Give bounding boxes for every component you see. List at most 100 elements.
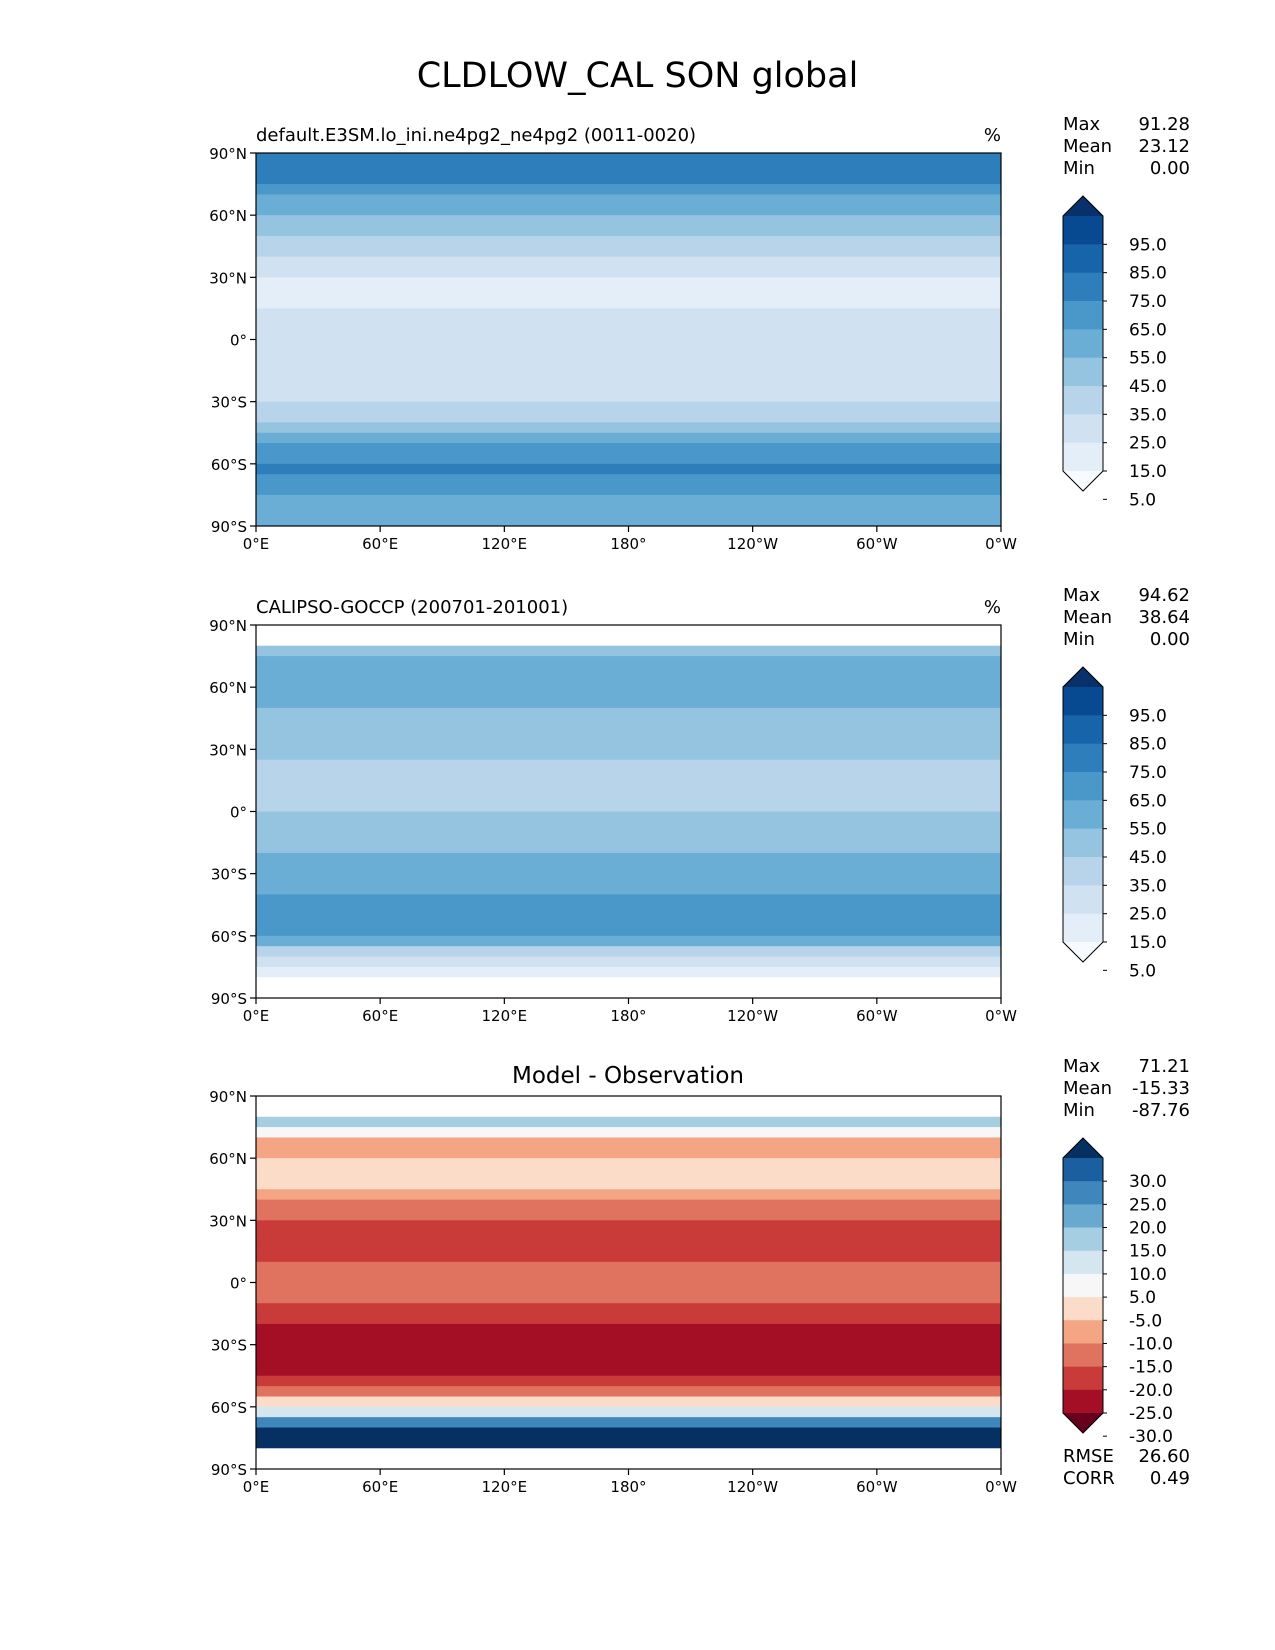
difference-colorbar-tick-label: 25.0	[1129, 1195, 1167, 1215]
observation-colorbar-tick-label: 75.0	[1129, 763, 1167, 783]
observation-field-band	[256, 863, 1001, 875]
observation-stat-label: Min	[1063, 629, 1095, 650]
difference-metrics: RMSE 26.60 CORR 0.49	[1063, 1446, 1190, 1489]
model-stat-value: 91.28	[1138, 114, 1190, 135]
model-field-band	[256, 505, 1001, 517]
observation-field-band	[256, 894, 1001, 906]
model-stat-value: 23.12	[1138, 136, 1190, 157]
difference-panel: Model - Observation 90°N 60°N 30°N 0° 30°S 60…	[209, 1056, 1190, 1496]
difference-colorbar-tick-label: -5.0	[1129, 1311, 1162, 1331]
observation-colorbar: 95.0 85.0 75.0 65.0 55.0 45.0 35.0 25.0 15.0 5.0	[1062, 666, 1167, 981]
difference-stat-value: -15.33	[1132, 1078, 1190, 1099]
difference-field-band	[256, 1292, 1001, 1304]
difference-stats: Max 71.21 Mean -15.33 Min -87.76	[1063, 1056, 1190, 1121]
difference-field-band	[256, 1427, 1001, 1439]
difference-field-band	[256, 1365, 1001, 1377]
difference-metric-label: CORR	[1063, 1468, 1115, 1489]
model-field-band	[256, 484, 1001, 496]
observation-panel: CALIPSO-GOCCP (200701-201001) % 90°N 60°N…	[209, 585, 1190, 1025]
model-field-band	[256, 463, 1001, 475]
model-colorbar-segment	[1063, 329, 1103, 359]
difference-y-tick-label: 90°S	[211, 1461, 247, 1479]
model-field-band	[256, 225, 1001, 237]
model-x-tick-label: 60°E	[362, 535, 398, 553]
difference-field-band	[256, 1272, 1001, 1284]
observation-field-band	[256, 852, 1001, 864]
observation-field-band	[256, 780, 1001, 792]
model-x-tick-label: 60°W	[856, 535, 898, 553]
difference-metric-value: 0.49	[1150, 1468, 1190, 1489]
difference-colorbar-segment	[1063, 1158, 1103, 1182]
model-stats: Max 91.28 Mean 23.12 Min 0.00	[1063, 114, 1190, 179]
observation-y-tick-label: 60°N	[209, 679, 247, 697]
model-field-band	[256, 287, 1001, 299]
model-units-label: %	[984, 125, 1001, 146]
model-field-band	[256, 266, 1001, 278]
difference-field	[256, 1096, 1001, 1469]
difference-x-tick-label: 0°E	[243, 1478, 270, 1496]
observation-field-band	[256, 790, 1001, 802]
observation-stat-value: 38.64	[1138, 607, 1190, 628]
model-field-band	[256, 401, 1001, 413]
model-x-tick-label: 180°	[610, 535, 646, 553]
difference-colorbar-tick-label: -10.0	[1129, 1334, 1173, 1354]
difference-field-band	[256, 1209, 1001, 1221]
observation-colorbar-tick-label: 55.0	[1129, 820, 1167, 840]
model-field-band	[256, 391, 1001, 403]
difference-field-band	[256, 1199, 1001, 1211]
model-y-tick-label: 90°N	[209, 145, 247, 163]
observation-units-label: %	[984, 597, 1001, 618]
observation-field-band	[256, 759, 1001, 771]
model-y-tick-label: 30°N	[209, 269, 247, 287]
observation-colorbar-tick-label: 35.0	[1129, 876, 1167, 896]
model-field-band	[256, 370, 1001, 382]
difference-stat-value: -87.76	[1132, 1100, 1190, 1121]
difference-field-band	[256, 1334, 1001, 1346]
difference-y-tick-label: 30°S	[211, 1337, 247, 1355]
difference-field-band	[256, 1355, 1001, 1366]
observation-field-band	[256, 956, 1001, 968]
observation-field-band	[256, 738, 1001, 750]
difference-x-tick-label: 0°W	[985, 1478, 1017, 1496]
observation-field-band	[256, 987, 1001, 998]
difference-y-tick-label: 60°S	[211, 1399, 247, 1417]
model-field-band	[256, 360, 1001, 372]
observation-field-band	[256, 687, 1001, 699]
observation-colorbar-segment	[1063, 772, 1103, 801]
model-field-band	[256, 474, 1001, 486]
difference-x-tick-label: 60°W	[856, 1478, 898, 1496]
model-colorbar-segment	[1063, 272, 1103, 302]
model-field-band	[256, 235, 1001, 247]
observation-colorbar-min-arrow	[1063, 942, 1103, 962]
difference-panel-title: Model - Observation	[512, 1063, 744, 1089]
observation-y-tick-label: 90°N	[209, 617, 247, 635]
difference-field-band	[256, 1313, 1001, 1325]
observation-stat-label: Max	[1063, 585, 1101, 606]
observation-colorbar-outline	[1062, 666, 1104, 963]
observation-field-band	[256, 770, 1001, 782]
model-field-band	[256, 256, 1001, 268]
model-colorbar-tick-label: 65.0	[1129, 320, 1167, 340]
difference-stat-value: 71.21	[1138, 1056, 1190, 1077]
difference-field-band	[256, 1096, 1001, 1107]
difference-colorbar: 30.0 25.0 20.0 15.0 10.0 5.0 -5.0 -10.0 -15.0 -20…	[1062, 1137, 1173, 1447]
model-colorbar-tick-label: 95.0	[1129, 235, 1167, 255]
model-colorbar-max-arrow	[1063, 196, 1103, 216]
observation-colorbar-segment	[1063, 828, 1103, 858]
model-colorbar-tick-label: 25.0	[1129, 434, 1167, 454]
difference-metric-label: RMSE	[1063, 1446, 1114, 1467]
difference-y-axis: 90°N 60°N 30°N 0° 30°S 60°S 90°S	[209, 1088, 256, 1479]
difference-field-band	[256, 1116, 1001, 1128]
model-colorbar-tick-label: 15.0	[1129, 462, 1167, 482]
observation-field-band	[256, 946, 1001, 958]
difference-field-band	[256, 1168, 1001, 1180]
difference-field-band	[256, 1396, 1001, 1408]
model-field-band	[256, 515, 1001, 526]
model-field-band	[256, 349, 1001, 361]
difference-colorbar-segment	[1063, 1343, 1103, 1368]
difference-colorbar-tick-label: -30.0	[1129, 1427, 1173, 1447]
model-field-band	[256, 153, 1001, 164]
difference-colorbar-segment	[1063, 1297, 1103, 1321]
model-field-band	[256, 380, 1001, 392]
observation-colorbar-segment	[1063, 743, 1103, 773]
